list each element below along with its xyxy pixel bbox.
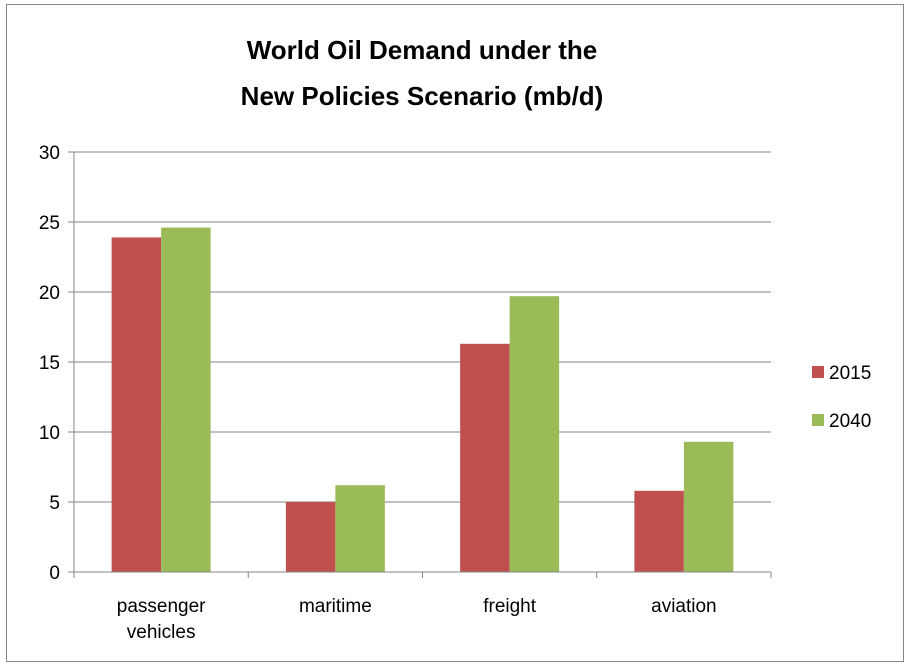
bar-2015-freight: [460, 343, 510, 572]
axes: [68, 151, 772, 578]
x-tick-label-1-0: maritime: [299, 596, 372, 617]
chart-title-line-1: World Oil Demand under the: [247, 35, 598, 65]
bar-2040-passenger-vehicles: [161, 227, 211, 572]
x-tick-label-0-1: vehicles: [127, 622, 196, 643]
chart-frame: World Oil Demand under the New Policies S…: [6, 4, 904, 662]
x-tick-labels: passenger vehicles maritime freight aviation: [117, 596, 717, 643]
y-tick-label-25: 25: [39, 213, 60, 234]
chart-title: World Oil Demand under the New Policies S…: [241, 35, 604, 111]
y-tick-label-0: 0: [49, 563, 60, 584]
y-tick-label-5: 5: [49, 493, 60, 514]
x-tick-label-2-0: freight: [483, 596, 537, 617]
bar-2040-maritime: [335, 485, 385, 572]
bar-2040-freight: [509, 296, 560, 572]
bar-chart: World Oil Demand under the New Policies S…: [39, 35, 871, 643]
legend-label-2040: 2040: [829, 411, 871, 432]
bars: [111, 227, 734, 572]
chart-title-line-2: New Policies Scenario (mb/d): [241, 81, 604, 111]
y-tick-label-10: 10: [39, 423, 60, 444]
legend-swatch-2015: [812, 366, 824, 378]
y-tick-label-30: 30: [39, 143, 60, 164]
x-tick-label-0-0: passenger: [117, 596, 206, 617]
y-tick-labels: 0 5 10 15 20 25 30: [39, 143, 60, 584]
bar-2015-maritime: [285, 502, 336, 572]
y-tick-label-15: 15: [39, 353, 60, 374]
legend: 2015 2040: [812, 363, 871, 432]
x-tick-label-3-0: aviation: [651, 596, 717, 617]
bar-2040-aviation: [683, 441, 734, 572]
bar-2015-passenger-vehicles: [111, 237, 162, 572]
legend-swatch-2040: [812, 414, 824, 426]
legend-label-2015: 2015: [829, 363, 871, 384]
bar-2015-aviation: [634, 490, 684, 572]
y-tick-label-20: 20: [39, 283, 60, 304]
